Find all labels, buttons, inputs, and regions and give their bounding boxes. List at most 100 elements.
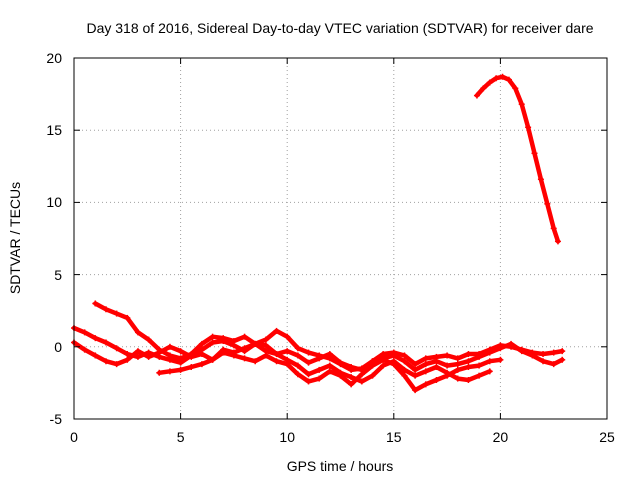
- data-point: [433, 364, 440, 371]
- data-point: [252, 340, 259, 347]
- plot-frame: [73, 57, 608, 420]
- data-point: [262, 336, 269, 343]
- data-point: [316, 366, 323, 373]
- data-point: [412, 361, 419, 368]
- data-point: [262, 352, 269, 359]
- data-point: [401, 372, 408, 379]
- data-point: [294, 352, 301, 359]
- data-point: [198, 361, 205, 368]
- y-tick-label: 15: [46, 122, 62, 138]
- data-point: [401, 352, 408, 359]
- data-point: [262, 342, 269, 349]
- data-point: [156, 369, 163, 376]
- data-point: [422, 355, 429, 362]
- series-line-track-e: [474, 74, 561, 244]
- data-point: [390, 361, 397, 368]
- data-point: [444, 352, 451, 359]
- data-point: [81, 329, 88, 336]
- data-point: [124, 314, 131, 321]
- data-point: [230, 338, 237, 345]
- data-point: [348, 374, 355, 381]
- x-tick-label: 10: [279, 429, 295, 445]
- data-point: [518, 101, 525, 108]
- data-point: [284, 333, 291, 340]
- data-point: [92, 300, 99, 307]
- data-point: [284, 348, 291, 355]
- data-point: [465, 351, 472, 358]
- y-tick-label: 0: [54, 339, 62, 355]
- data-point: [497, 345, 504, 352]
- data-point: [156, 349, 163, 356]
- data-point: [220, 349, 227, 356]
- data-point: [305, 371, 312, 378]
- data-point: [454, 355, 461, 362]
- data-point: [358, 371, 365, 378]
- data-point: [540, 351, 547, 358]
- data-point: [505, 76, 512, 83]
- data-point: [188, 353, 195, 360]
- data-point: [433, 358, 440, 365]
- data-point: [284, 361, 291, 368]
- data-point: [550, 361, 557, 368]
- data-point: [348, 381, 355, 388]
- data-point: [241, 355, 248, 362]
- data-point: [518, 348, 525, 355]
- data-point: [273, 358, 280, 365]
- data-point: [473, 92, 480, 99]
- data-point: [305, 378, 312, 385]
- data-point: [380, 356, 387, 363]
- data-point: [476, 372, 483, 379]
- y-tick-label: 5: [54, 267, 62, 283]
- data-point: [102, 358, 109, 365]
- data-point: [81, 346, 88, 353]
- data-point: [529, 352, 536, 359]
- data-point: [486, 349, 493, 356]
- data-point: [326, 368, 333, 375]
- x-tick-label: 25: [599, 429, 615, 445]
- axis-ticks: [73, 57, 608, 420]
- data-point: [124, 356, 131, 363]
- data-point: [220, 335, 227, 342]
- data-point: [454, 375, 461, 382]
- data-point: [134, 353, 141, 360]
- data-point: [486, 368, 493, 375]
- data-point: [465, 358, 472, 365]
- x-tick-label: 15: [386, 429, 402, 445]
- data-point: [177, 366, 184, 373]
- data-point: [422, 361, 429, 368]
- data-point: [337, 361, 344, 368]
- data-point: [348, 366, 355, 373]
- data-point: [401, 358, 408, 365]
- data-point: [412, 366, 419, 373]
- data-point: [486, 358, 493, 365]
- data-point: [92, 335, 99, 342]
- data-point: [554, 238, 561, 245]
- data-point: [316, 352, 323, 359]
- data-point: [444, 362, 451, 369]
- data-point: [273, 327, 280, 334]
- data-point: [465, 364, 472, 371]
- data-point: [412, 387, 419, 394]
- data-point: [499, 73, 506, 80]
- data-point: [476, 353, 483, 360]
- x-tick-label: 5: [177, 429, 185, 445]
- data-point: [230, 352, 237, 359]
- data-point: [540, 358, 547, 365]
- data-point: [198, 340, 205, 347]
- y-tick-label: -5: [50, 411, 63, 427]
- data-point: [241, 345, 248, 352]
- data-point: [177, 348, 184, 355]
- data-point: [493, 75, 500, 82]
- data-point: [209, 339, 216, 346]
- data-point: [294, 371, 301, 378]
- data-point: [145, 353, 152, 360]
- data-point: [559, 356, 566, 363]
- y-tick-label: 20: [46, 50, 62, 66]
- data-point: [559, 348, 566, 355]
- data-point: [454, 361, 461, 368]
- data-point: [369, 372, 376, 379]
- data-point: [102, 306, 109, 313]
- data-point: [508, 340, 515, 347]
- data-point: [92, 352, 99, 359]
- data-point: [209, 356, 216, 363]
